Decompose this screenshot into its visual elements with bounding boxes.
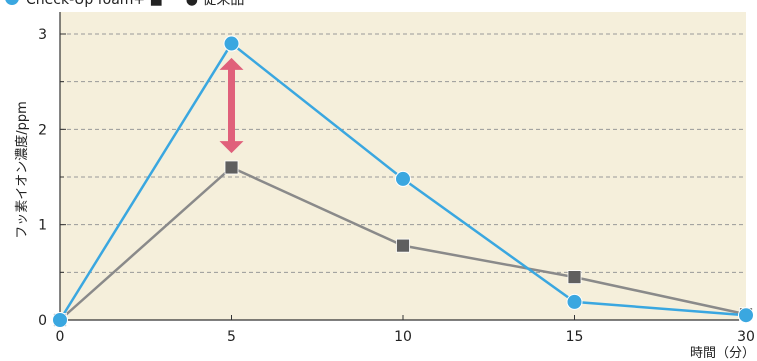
y-tick-label: 2 [38,122,47,138]
x-tick-label: 15 [566,329,584,345]
y-tick-label: 0 [38,313,47,329]
series-gray-point [396,238,410,253]
y-tick-labels: 0 1 2 3 [38,27,47,329]
annotation-arrow-head-bottom [219,141,244,154]
legend: Check-Up foam+ ■ ー ● 従来品 [5,0,244,8]
series-layer [52,35,754,328]
series-gray-point [224,160,239,175]
series-blue-point [395,170,411,187]
x-tick-label: 10 [394,329,412,345]
series-blue-point [52,312,68,328]
x-tick-labels: 0 5 10 15 30 [56,329,755,345]
x-tick-label: 5 [227,329,236,345]
gridlines [59,12,747,321]
annotation-layer [219,57,244,154]
series-blue-point [566,293,583,310]
plot-background [60,12,746,320]
x-axis-label: 時間（分） [690,346,755,361]
y-tick-label: 3 [38,27,47,43]
y-tick-label: 1 [38,218,47,234]
x-tick-label: 0 [56,329,65,345]
x-tick-label: 30 [737,329,755,345]
legend-blue-marker [5,0,19,5]
series-blue-point [738,307,754,324]
series-blue-point [223,35,240,52]
y-axis-label: フッ素イオン濃度/ppm [14,101,30,239]
legend-text: Check-Up foam+ ■ ー ● 従来品 [26,0,244,8]
series-gray-point [567,270,582,285]
annotation-arrow-head-top [219,57,244,70]
